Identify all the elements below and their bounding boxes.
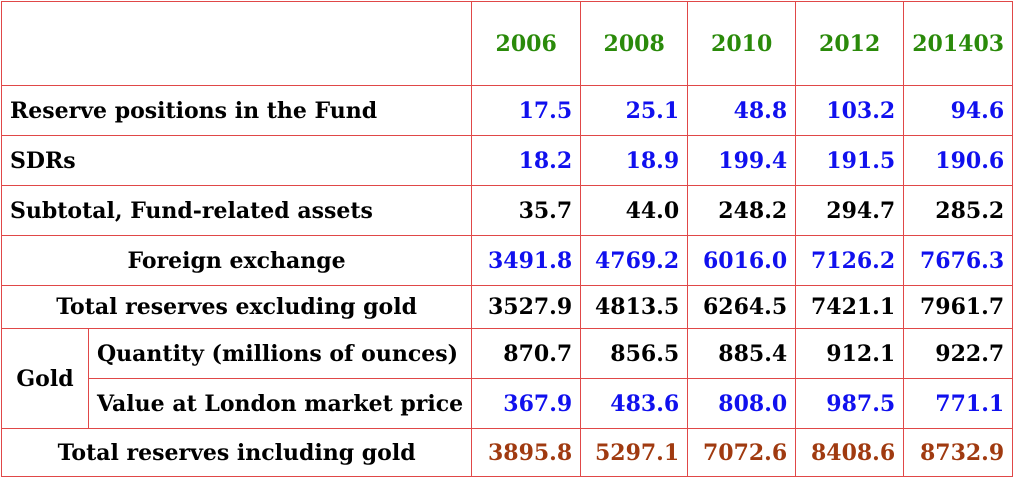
row-label: Value at London market price bbox=[87, 378, 473, 429]
header-row: 2006 2008 2010 2012 201403 bbox=[0, 1, 1014, 86]
value-cell: 7676.3 bbox=[903, 235, 1014, 286]
row-label: Foreign exchange bbox=[0, 235, 473, 286]
table-row-gold-quantity: Gold Quantity (millions of ounces) 870.7… bbox=[1, 328, 1014, 429]
row-label: Reserve positions in the Fund bbox=[0, 85, 473, 136]
row-label: Quantity (millions of ounces) bbox=[87, 328, 473, 379]
table-row-subtotal: Subtotal, Fund-related assets 35.7 44.0 … bbox=[0, 185, 1014, 236]
value-cell: 18.2 bbox=[471, 135, 582, 186]
value-cell: 885.4 bbox=[687, 328, 797, 379]
value-cell: 3491.8 bbox=[471, 235, 582, 286]
table-row-reserve-positions: Reserve positions in the Fund 17.5 25.1 … bbox=[0, 85, 1014, 136]
value-cell: 3895.8 bbox=[471, 428, 582, 477]
year-header: 201403 bbox=[903, 1, 1014, 86]
value-cell: 48.8 bbox=[687, 85, 797, 136]
value-cell: 285.2 bbox=[903, 185, 1014, 236]
value-cell: 190.6 bbox=[903, 135, 1014, 186]
year-header: 2010 bbox=[687, 1, 797, 86]
value-cell: 4813.5 bbox=[580, 285, 689, 329]
table-row-gold-value: Value at London market price 367.9 483.6… bbox=[2, 378, 1014, 429]
value-cell: 771.1 bbox=[903, 378, 1014, 429]
value-cell: 4769.2 bbox=[580, 235, 689, 286]
value-cell: 7961.7 bbox=[903, 285, 1014, 329]
year-header: 2012 bbox=[795, 1, 905, 86]
value-cell: 6264.5 bbox=[687, 285, 797, 329]
value-cell: 5297.1 bbox=[580, 428, 689, 477]
value-cell: 367.9 bbox=[471, 378, 582, 429]
value-cell: 856.5 bbox=[580, 328, 689, 379]
row-label: Subtotal, Fund-related assets bbox=[0, 185, 473, 236]
table-row-foreign-exchange: Foreign exchange 3491.8 4769.2 6016.0 71… bbox=[0, 235, 1014, 286]
value-cell: 8408.6 bbox=[795, 428, 905, 477]
value-cell: 6016.0 bbox=[687, 235, 797, 286]
value-cell: 8732.9 bbox=[903, 428, 1014, 477]
value-cell: 35.7 bbox=[471, 185, 582, 236]
table-row-total-incl-gold: Total reserves including gold 3895.8 529… bbox=[0, 428, 1014, 477]
value-cell: 870.7 bbox=[471, 328, 582, 379]
value-cell: 912.1 bbox=[795, 328, 905, 379]
value-cell: 103.2 bbox=[795, 85, 905, 136]
value-cell: 25.1 bbox=[580, 85, 689, 136]
year-header: 2008 bbox=[580, 1, 689, 86]
row-label: Total reserves including gold bbox=[0, 428, 473, 477]
value-cell: 199.4 bbox=[687, 135, 797, 186]
value-cell: 987.5 bbox=[795, 378, 905, 429]
table-row-sdrs: SDRs 18.2 18.9 199.4 191.5 190.6 bbox=[0, 135, 1014, 186]
value-cell: 922.7 bbox=[903, 328, 1014, 379]
value-cell: 7072.6 bbox=[687, 428, 797, 477]
value-cell: 94.6 bbox=[903, 85, 1014, 136]
row-label: Total reserves excluding gold bbox=[0, 285, 473, 329]
value-cell: 18.9 bbox=[580, 135, 689, 186]
value-cell: 483.6 bbox=[580, 378, 689, 429]
value-cell: 191.5 bbox=[795, 135, 905, 186]
header-empty-cell bbox=[0, 1, 473, 86]
value-cell: 7126.2 bbox=[795, 235, 905, 286]
year-header: 2006 bbox=[471, 1, 582, 86]
value-cell: 248.2 bbox=[687, 185, 797, 236]
value-cell: 17.5 bbox=[471, 85, 582, 136]
value-cell: 44.0 bbox=[580, 185, 689, 236]
value-cell: 294.7 bbox=[795, 185, 905, 236]
row-label: SDRs bbox=[0, 135, 473, 186]
value-cell: 808.0 bbox=[687, 378, 797, 429]
table-row-total-excl-gold: Total reserves excluding gold 3527.9 481… bbox=[0, 285, 1014, 329]
value-cell: 3527.9 bbox=[471, 285, 582, 329]
value-cell: 7421.1 bbox=[795, 285, 905, 329]
gold-group-label: Gold bbox=[1, 328, 89, 429]
